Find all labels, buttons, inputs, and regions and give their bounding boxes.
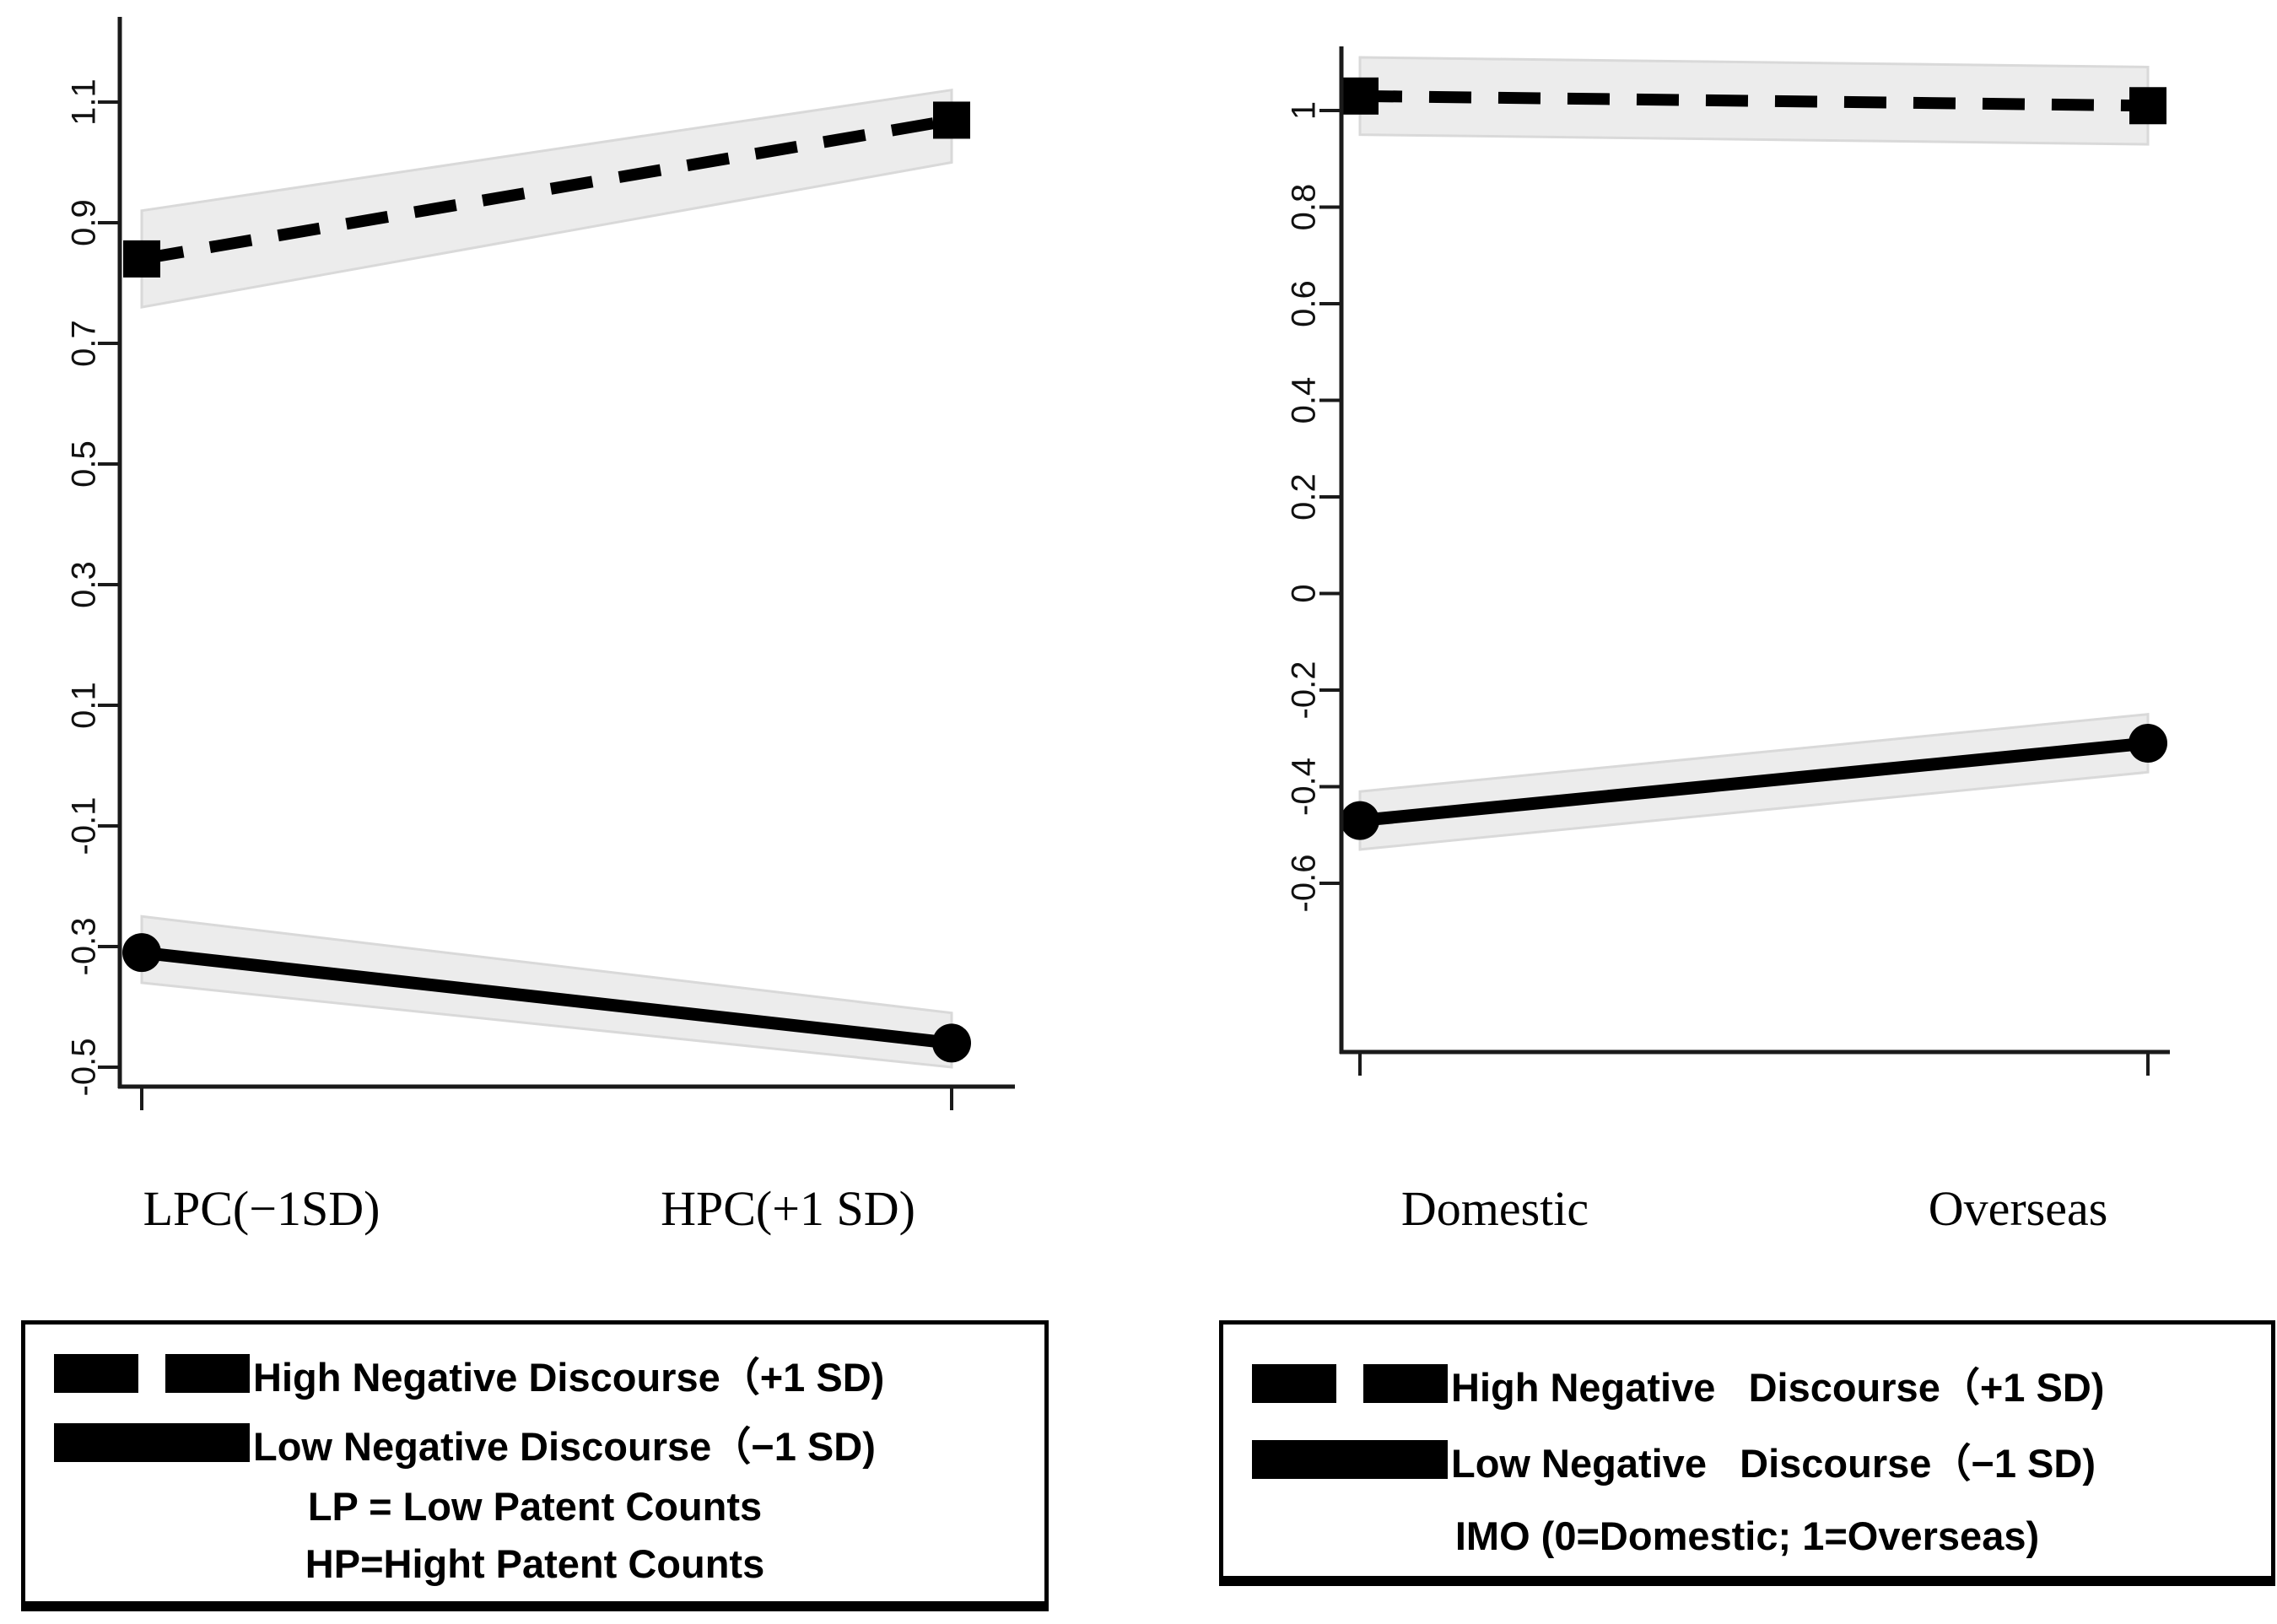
dashed-line-swatch [54,1354,250,1393]
y-tick-label: -0.3 [66,918,103,976]
solid-series-line [1359,736,2149,828]
y-tick-label: -0.2 [1286,661,1323,720]
legend-note-lp: LP = Low Patent Counts [307,1483,763,1529]
y-tick-label: -0.5 [66,1039,103,1097]
left-legend-box: High Negative Discourse（+1 SD) Low Negat… [21,1320,1049,1611]
circle-marker [2129,723,2167,763]
solid-line-swatch [54,1423,250,1462]
legend-label-low-negative: Low Negative Discourse（−1 SD) [253,1423,876,1469]
y-tick-label: 0.9 [66,199,103,246]
legend-row-low-negative: Low Negative Discourse（−1 SD) [25,1412,1044,1473]
legend-note-imo: IMO (0=Domestic; 1=Overseas) [1454,1513,2040,1558]
legend-label-high-negative: High Negative Discourse（+1 SD) [1451,1364,2105,1410]
y-tick-label: 0.8 [1286,184,1323,231]
square-marker [2129,87,2166,125]
legend-row-high-negative: High Negative Discourse（+1 SD) [25,1343,1044,1404]
y-tick-label: 0.5 [66,440,103,488]
circle-marker [1341,801,1379,840]
x-category-label: HPC(+1 SD) [661,1181,915,1236]
confidence-band-dashed [1358,56,2150,146]
y-tick-label: -0.4 [1286,758,1323,816]
y-tick-label: 0 [1286,584,1323,602]
square-marker [123,240,160,278]
right-legend-box: High Negative Discourse（+1 SD) Low Negat… [1219,1320,2275,1586]
y-tick-label: 0.1 [66,682,103,729]
y-tick-label: 1.1 [66,78,103,126]
legend-label-high-negative: High Negative Discourse（+1 SD) [253,1354,885,1400]
x-category-label: Domestic [1401,1181,1589,1236]
y-tick-label: 0.2 [1286,473,1323,521]
square-marker [1341,77,1379,115]
x-category-label: LPC(−1SD) [143,1181,380,1236]
dashed-series-line [1359,89,2149,112]
legend-row-low-negative: Low Negative Discourse（−1 SD) [1223,1426,2271,1493]
solid-line-swatch [1252,1440,1448,1479]
y-tick-label: -0.1 [66,797,103,855]
y-tick-label: 0.3 [66,561,103,608]
y-tick-label: 0.4 [1286,377,1323,424]
solid-series-line [141,946,952,1049]
circle-marker [122,933,161,973]
y-tick-label: -0.6 [1286,855,1323,913]
dashed-line-swatch [1252,1364,1448,1403]
circle-marker [932,1023,971,1063]
legend-label-low-negative: Low Negative Discourse（−1 SD) [1451,1440,2096,1486]
x-category-label: Overseas [1929,1181,2108,1236]
legend-row-high-negative: High Negative Discourse（+1 SD) [1223,1350,2271,1417]
y-tick-label: 0.6 [1286,280,1323,327]
legend-note-hp: HP=Hight Patent Counts [305,1540,765,1586]
square-marker [933,101,970,139]
y-tick-label: 1 [1286,101,1323,120]
y-tick-label: 0.7 [66,320,103,367]
